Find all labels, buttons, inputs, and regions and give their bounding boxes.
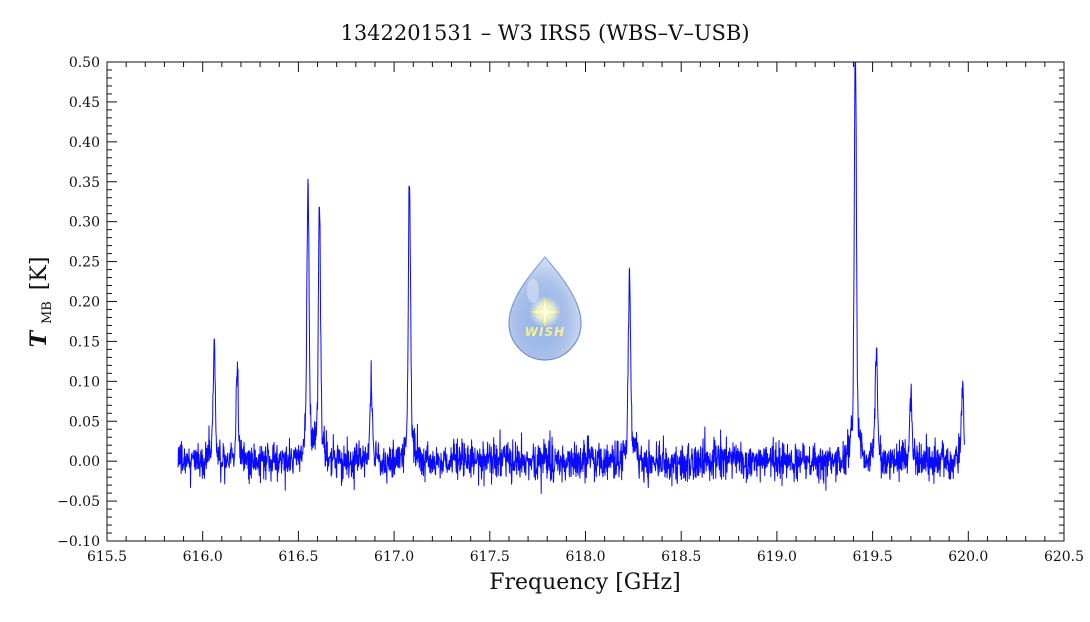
x-tick-label: 617.0 [374, 549, 414, 565]
y-tick-label: 0.35 [69, 175, 100, 191]
y-tick-label: 0.30 [69, 215, 100, 231]
chart-title: 1342201531 – W3 IRS5 (WBS–V–USB) [340, 21, 749, 45]
y-tick-label: 0.25 [69, 255, 100, 271]
y-tick-label: 0.40 [69, 135, 100, 151]
x-tick-label: 616.5 [278, 549, 318, 565]
x-tick-label: 615.5 [87, 549, 127, 565]
y-axis-title-main: T [26, 329, 52, 347]
logo-text: WISH [525, 325, 565, 339]
y-tick-label: 0.10 [69, 374, 100, 390]
y-tick-label: −0.10 [57, 534, 100, 550]
y-axis-title: T MB [K] [26, 257, 57, 348]
y-tick-label: 0.00 [69, 454, 100, 470]
x-tick-label: 619.5 [853, 549, 893, 565]
drop-highlight [527, 279, 539, 303]
svg-text:T MB [K]: T MB [K] [26, 257, 57, 348]
y-axis-title-subscript: MB [40, 301, 55, 324]
y-axis-title-unit: [K] [27, 257, 52, 291]
x-tick-label: 618.0 [565, 549, 605, 565]
spectrum-line [177, 62, 965, 494]
x-tick-label: 620.0 [948, 549, 988, 565]
y-tick-label: 0.50 [69, 55, 100, 71]
wish-logo: WISH [508, 256, 582, 361]
y-tick-label: 0.45 [69, 95, 100, 111]
y-tick-label: 0.20 [69, 295, 100, 311]
star-icon [530, 297, 560, 327]
plot-area: 615.5 616.0 616.5 617.0 617.5 618.0 618.5 619.0… [57, 55, 1084, 565]
x-tick-label: 616.0 [183, 549, 223, 565]
y-tick-label: 0.15 [69, 334, 100, 350]
x-tick-label: 617.5 [470, 549, 510, 565]
x-tick-label: 620.5 [1044, 549, 1084, 565]
x-tick-label: 619.0 [757, 549, 797, 565]
x-tick-label: 618.5 [661, 549, 701, 565]
x-axis-title: Frequency [GHz] [489, 570, 681, 595]
y-tick-label: −0.05 [57, 494, 100, 510]
y-tick-label: 0.05 [69, 414, 100, 430]
